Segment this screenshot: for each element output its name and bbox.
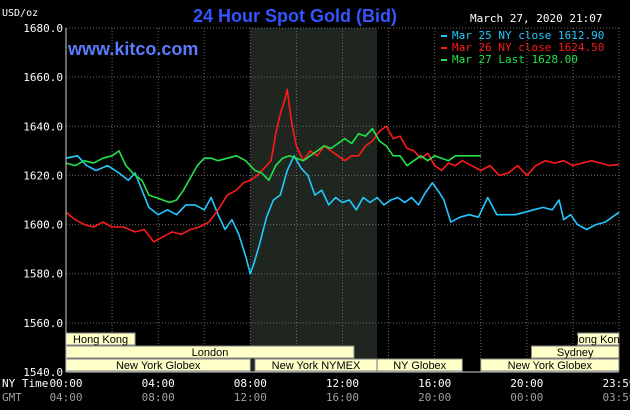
y-unit-label: USD/oz xyxy=(2,8,38,19)
session-label-bottom: NY Globex xyxy=(393,360,446,372)
legend-swatch-mar25 xyxy=(441,35,447,37)
price-series xyxy=(65,88,620,275)
legend-entry-mar25: Mar 25 NY close 1612.90 xyxy=(452,29,604,42)
session-label-middle: Sydney xyxy=(557,347,594,359)
session-label-bottom: New York Globex xyxy=(116,360,201,372)
x-tick-label-ny: 00:00 xyxy=(49,377,82,390)
session-bar-middle xyxy=(530,345,620,359)
x-tick-label-gmt: 16:00 xyxy=(326,391,359,404)
x-tick-label-ny: 08:00 xyxy=(234,377,267,390)
shaded-region xyxy=(250,28,378,372)
session-label-middle: London xyxy=(192,347,229,359)
x-tick-label-gmt: 04:00 xyxy=(49,391,82,404)
site-watermark: www.kitco.com xyxy=(67,39,198,59)
x-tick-label-ny: 16:00 xyxy=(418,377,451,390)
session-bar-bottom xyxy=(376,358,463,372)
session-label-top: Hong Kong xyxy=(73,334,128,346)
legend-entry-mar26: Mar 26 NY close 1624.50 xyxy=(452,41,604,54)
x-row-label-ny: NY Time xyxy=(2,377,48,390)
legend-swatch-mar27 xyxy=(441,59,447,61)
y-tick-label: 1540.0 xyxy=(23,366,63,379)
session-bar-bottom xyxy=(480,358,620,372)
session-label-top: Hong Kong xyxy=(571,334,626,346)
series-line-1 xyxy=(65,88,620,243)
timestamp: March 27, 2020 21:07 xyxy=(470,12,602,25)
x-row-label-gmt: GMT xyxy=(2,391,22,404)
x-tick-label-ny: 20:00 xyxy=(510,377,543,390)
x-tick-label-ny: 04:00 xyxy=(142,377,175,390)
y-tick-label: 1680.0 xyxy=(23,22,63,35)
session-label-bottom: New York Globex xyxy=(508,360,593,372)
y-tick-label: 1560.0 xyxy=(23,317,63,330)
shaded-session-region xyxy=(250,28,378,372)
legend-entry-mar27: Mar 27 Last 1628.00 xyxy=(452,53,578,66)
axes: 1680.0 1660.0 1640.0 1620.0 1600.0 1580.0 1560… xyxy=(23,22,630,404)
x-tick-label-gmt: 03:59 xyxy=(602,391,630,404)
series-line-2 xyxy=(65,127,481,204)
chart-title: 24 Hour Spot Gold (Bid) xyxy=(193,6,397,26)
x-tick-label-gmt: 08:00 xyxy=(142,391,175,404)
x-tick-label-gmt: 20:00 xyxy=(418,391,451,404)
x-tick-label-ny: 12:00 xyxy=(326,377,359,390)
series-line-0 xyxy=(65,155,620,275)
x-tick-label-ny: 23:59 xyxy=(602,377,630,390)
y-tick-label: 1600.0 xyxy=(23,219,63,232)
y-tick-label: 1580.0 xyxy=(23,268,63,281)
legend-swatch-mar26 xyxy=(441,47,447,49)
y-tick-label: 1620.0 xyxy=(23,169,63,182)
y-tick-label: 1640.0 xyxy=(23,120,63,133)
y-tick-label: 1660.0 xyxy=(23,71,63,84)
x-tick-label-gmt: 12:00 xyxy=(234,391,267,404)
session-bar-top xyxy=(577,332,620,346)
x-tick-label-gmt: 00:00 xyxy=(510,391,543,404)
session-label-bottom: New York NYMEX xyxy=(272,360,361,372)
legend: Mar 25 NY close 1612.90 Mar 26 NY close … xyxy=(441,29,604,66)
